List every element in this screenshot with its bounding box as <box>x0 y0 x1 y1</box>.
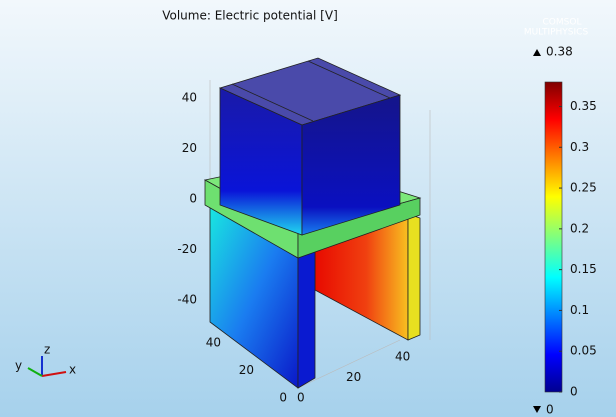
axis-label: z <box>44 343 50 357</box>
axis-label: x <box>69 363 76 377</box>
y-tick-label: 20 <box>239 363 254 377</box>
z-tick-label: 40 <box>182 90 197 104</box>
logo: MULTIPHYSICS <box>524 28 589 38</box>
colorbar <box>545 82 562 392</box>
min-label: 0 <box>546 403 554 417</box>
x-tick-label: 0 <box>297 391 305 405</box>
colorbar-tick-label: 0.15 <box>570 262 597 276</box>
colorbar-tick-label: 0.3 <box>570 140 589 154</box>
z-tick-label: 20 <box>182 141 197 155</box>
z-tick-label: -40 <box>177 293 197 307</box>
axis-label: y <box>15 359 22 373</box>
colorbar-tick-label: 0.1 <box>570 303 589 317</box>
colorbar-tick-label: 0.25 <box>570 181 597 195</box>
x-tick-label: 20 <box>346 370 361 384</box>
z-tick-label: -20 <box>177 242 197 256</box>
colorbar-tick-label: 0.05 <box>570 344 597 358</box>
colorbar-tick-label: 0.35 <box>570 99 597 113</box>
colorbar-tick-label: 0 <box>570 385 578 399</box>
y-tick-label: 40 <box>206 335 221 349</box>
logo: COMSOL <box>543 18 582 28</box>
plot-window: Volume: Electric potential [V] COMSOL MU… <box>0 0 616 417</box>
z-tick-label: 0 <box>189 192 197 206</box>
max-label: 0.38 <box>546 45 573 59</box>
colorbar-tick-label: 0.2 <box>570 221 589 235</box>
plot-title: Volume: Electric potential [V] <box>162 9 338 23</box>
x-tick-label: 40 <box>395 350 410 364</box>
y-tick-label: 0 <box>279 391 287 405</box>
